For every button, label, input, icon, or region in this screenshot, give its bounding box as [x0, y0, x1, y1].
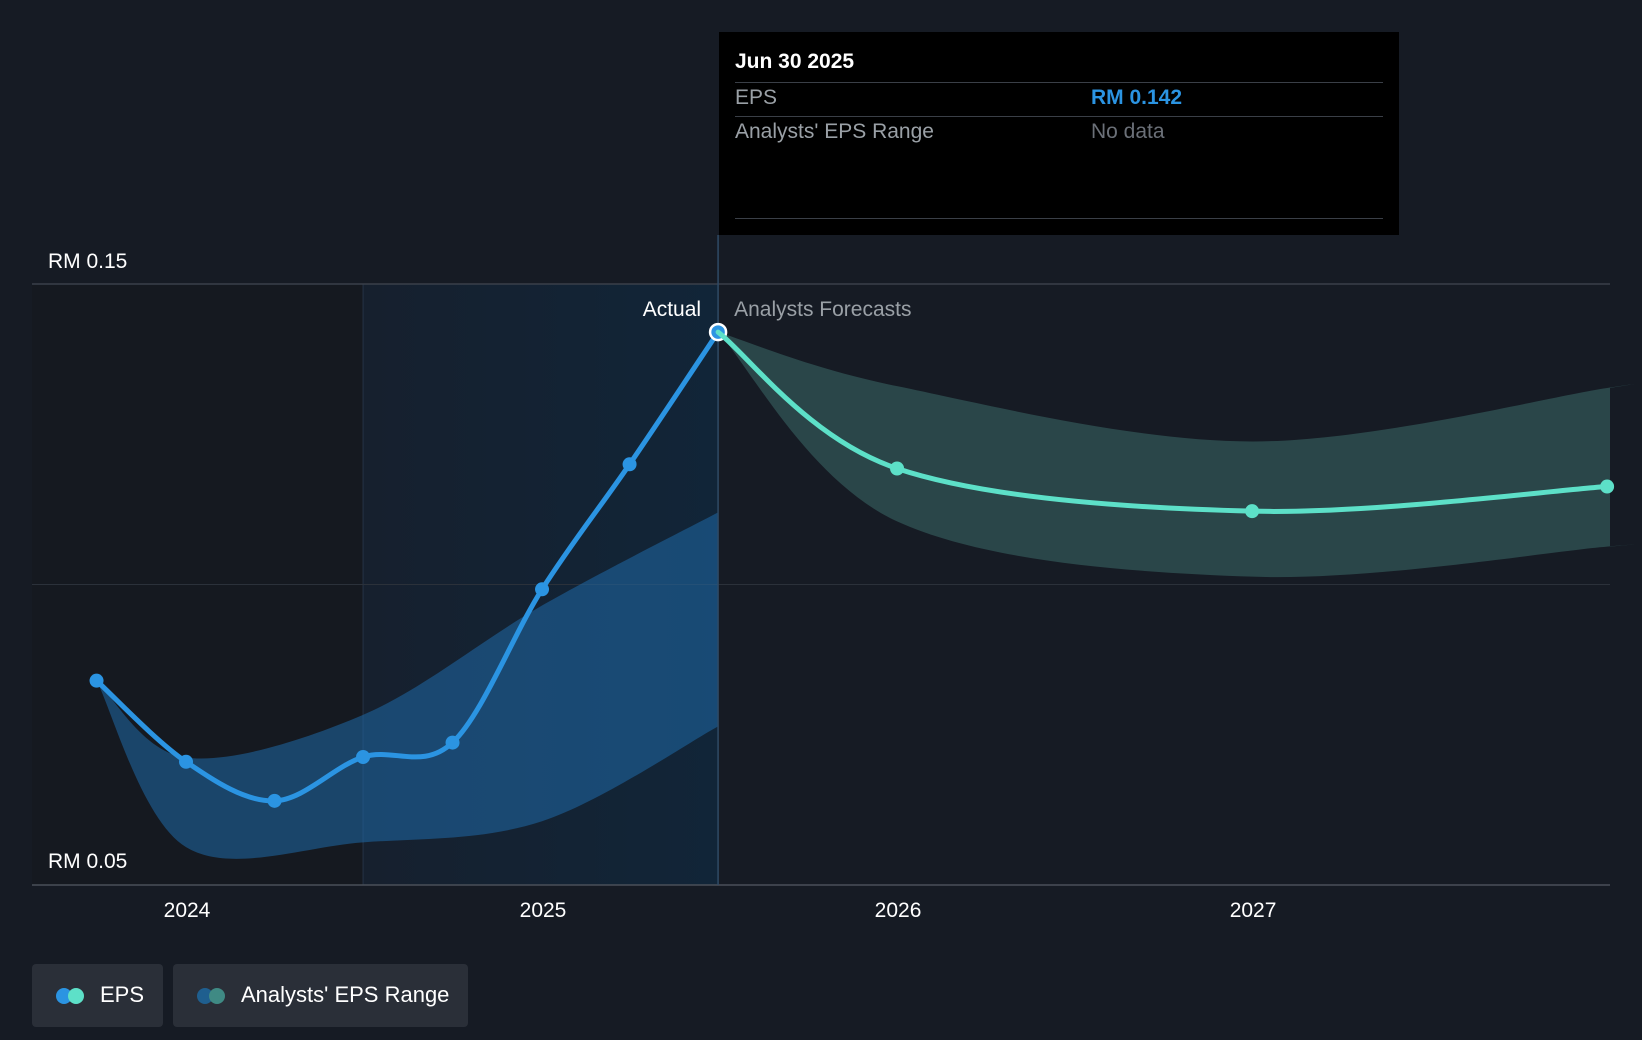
tooltip-divider [735, 116, 1383, 117]
x-tick-label: 2025 [520, 899, 567, 922]
forecast-eps-range-area [718, 332, 1635, 578]
eps-actual-point [535, 582, 550, 597]
tooltip-eps-value: RM 0.142 [1091, 86, 1183, 109]
y-tick-label: RM 0.05 [48, 850, 127, 873]
eps-actual-point [267, 793, 282, 808]
tooltip: Jun 30 2025 EPS RM 0.142 Analysts' EPS R… [719, 32, 1399, 235]
legend-label: EPS [100, 982, 145, 1007]
tooltip-eps-label: EPS [735, 86, 778, 109]
tooltip-range-value: No data [1091, 120, 1165, 143]
legend-item-eps[interactable]: EPS [32, 964, 163, 1027]
tooltip-date: Jun 30 2025 [735, 50, 855, 73]
legend-item-eps-range[interactable]: Analysts' EPS Range [173, 964, 468, 1027]
forecast-label: Analysts Forecasts [734, 298, 911, 321]
eps-forecast-point [1600, 479, 1615, 494]
legend-swatch [197, 988, 227, 1004]
legend-dot-icon [209, 988, 225, 1004]
tooltip-divider [735, 218, 1383, 219]
eps-forecast-line [715, 329, 1610, 514]
eps-actual-point [89, 673, 104, 688]
tooltip-range-label: Analysts' EPS Range [735, 120, 934, 143]
actual-label: Actual [643, 298, 701, 321]
eps-actual-point [356, 749, 371, 764]
eps-forecast-point [1245, 504, 1260, 519]
y-tick-label: RM 0.15 [48, 250, 127, 273]
x-tick-label: 2026 [875, 899, 922, 922]
actual-eps-range-area [96, 512, 719, 859]
eps-forecast-point [890, 461, 905, 476]
legend-swatch [56, 988, 86, 1004]
legend-dot-icon [68, 988, 84, 1004]
eps-actual-point [179, 754, 194, 769]
x-tick-label: 2024 [164, 899, 211, 922]
eps-actual-point [622, 457, 637, 472]
x-tick-label: 2027 [1230, 899, 1277, 922]
eps-actual-point [445, 735, 460, 750]
tooltip-divider [735, 82, 1383, 83]
legend-label: Analysts' EPS Range [241, 982, 450, 1007]
